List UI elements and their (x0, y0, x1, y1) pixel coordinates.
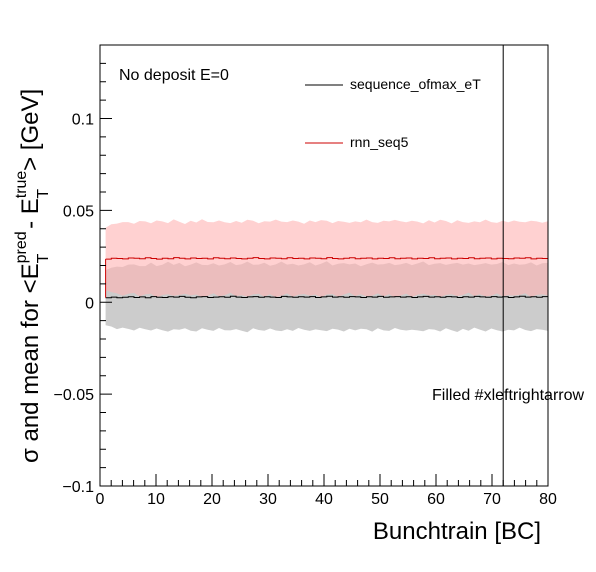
y-axis-title-group: σ and mean for <Epred T - Etrue T > [GeV] (13, 89, 52, 463)
x-tick-label: 60 (427, 491, 445, 508)
legend: sequence_ofmax_eT rnn_seq5 (305, 76, 481, 150)
y-title-sup-true: true (13, 171, 30, 199)
annotation-no-deposit: No deposit E=0 (119, 67, 229, 84)
y-title-prefix: σ and mean for <E (17, 263, 44, 463)
x-axis-title: Bunchtrain [BC] (373, 518, 541, 545)
y-tick-label: 0 (85, 295, 94, 312)
y-axis-title: σ and mean for <Epred T - Etrue T > [GeV] (13, 89, 52, 463)
y-title-sup-pred: pred (13, 231, 30, 263)
y-tick-label: −0.1 (62, 479, 94, 496)
annotation-filled: Filled #xleftrightarrow (432, 387, 585, 404)
x-tick-label: 0 (96, 491, 105, 508)
y-tick-label: 0.05 (63, 203, 94, 220)
y-tick-label: 0.1 (72, 112, 94, 129)
x-tick-label: 10 (147, 491, 165, 508)
legend-label-rnn-seq5: rnn_seq5 (350, 134, 409, 150)
x-tick-label: 50 (371, 491, 389, 508)
x-tick-label: 40 (315, 491, 333, 508)
y-title-sub-t2: T (35, 189, 52, 199)
x-tick-label: 20 (203, 491, 221, 508)
legend-label-sequence-ofmax-et: sequence_ofmax_eT (350, 76, 481, 92)
mean-line-sequence-ofmax-eT (105, 295, 549, 299)
x-axis-ticks (99, 474, 549, 486)
mean-line-rnn-seq5 (105, 257, 549, 260)
x-tick-label: 80 (539, 491, 557, 508)
y-tick-label: −0.05 (54, 387, 95, 404)
x-axis-tick-labels: 0 10 20 30 40 50 60 70 80 (96, 491, 557, 508)
y-title-mid: - E (17, 198, 44, 235)
y-axis-ticks (100, 44, 112, 487)
x-tick-label: 70 (483, 491, 501, 508)
error-bands (105, 219, 548, 333)
x-tick-label: 30 (259, 491, 277, 508)
y-axis-tick-labels: −0.1 −0.05 0 0.05 0.1 (54, 112, 95, 497)
y-title-suffix: > [GeV] (17, 89, 44, 171)
y-title-sub-t1: T (35, 253, 52, 263)
